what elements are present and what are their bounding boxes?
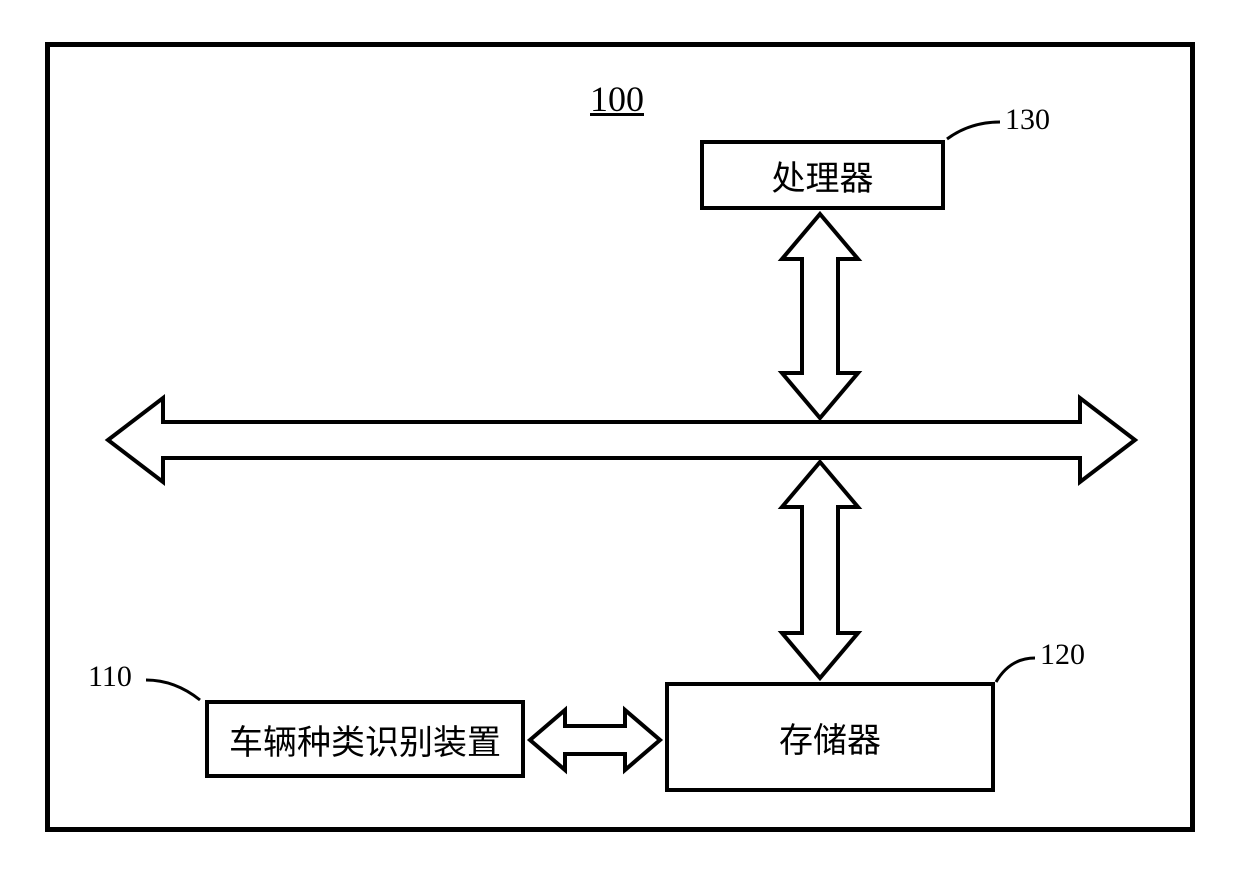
storage-box: 存储器 xyxy=(665,682,995,792)
processor-label: 处理器 xyxy=(772,151,874,200)
storage-label: 存储器 xyxy=(779,713,881,762)
figure-number: 100 xyxy=(590,78,644,120)
recognizer-ref: 110 xyxy=(88,660,132,694)
storage-ref: 120 xyxy=(1040,638,1085,672)
processor-ref: 130 xyxy=(1005,103,1050,137)
diagram-canvas: 100 处理器 存储器 车辆种类识别装置 130 120 110 xyxy=(0,0,1240,874)
recognizer-label: 车辆种类识别装置 xyxy=(229,715,501,764)
processor-box: 处理器 xyxy=(700,140,945,210)
recognizer-box: 车辆种类识别装置 xyxy=(205,700,525,778)
